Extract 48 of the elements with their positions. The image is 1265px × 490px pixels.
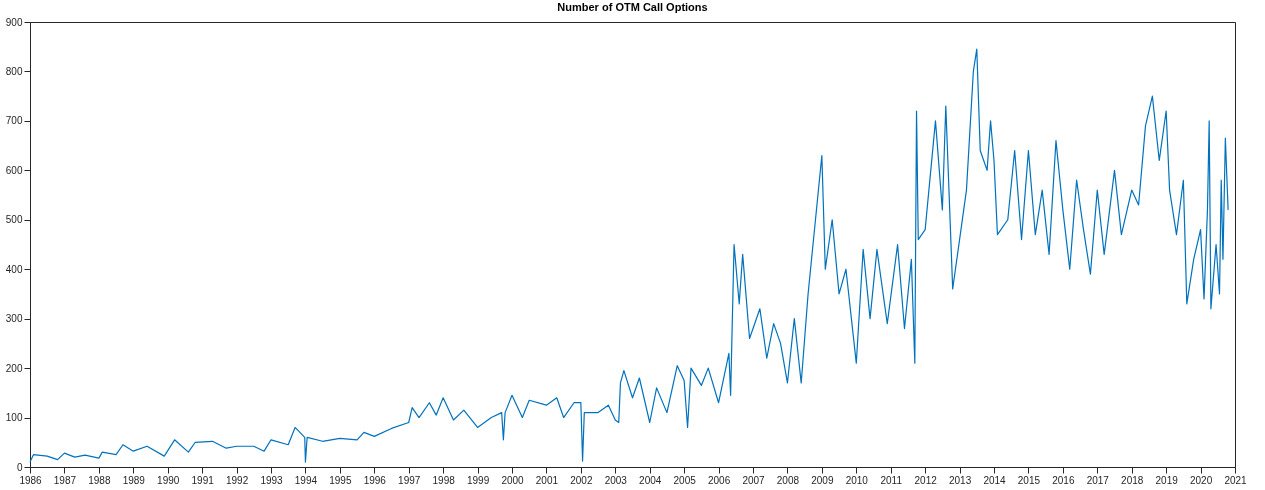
x-tick-label: 1997 [398,474,421,486]
x-tick-label: 2004 [639,474,662,486]
x-tick-label: 2008 [776,474,800,486]
x-tick-label: 1987 [53,474,77,486]
y-tick-label: 500 [5,214,23,226]
x-tick-label: 2002 [570,474,593,486]
x-tick-label: 2018 [1121,474,1144,486]
x-tick-label: 1986 [19,474,43,486]
chart-title: Number of OTM Call Options [557,1,708,13]
x-tick-label: 1999 [466,474,490,486]
x-tick-label: 2021 [1224,474,1248,486]
x-tick-label: 2009 [811,474,834,486]
x-tick-label: 2000 [501,474,525,486]
x-tick-label: 1990 [157,474,180,486]
y-tick-label: 900 [5,16,23,28]
x-tick-label: 1996 [363,474,387,486]
line-series [29,48,1229,463]
x-tick-label: 1989 [122,474,146,486]
x-tick-label: 1995 [329,474,352,486]
x-tick-label: 2011 [880,474,903,486]
x-tick-label: 1992 [225,474,249,486]
x-tick-label: 2006 [707,474,731,486]
x-tick-label: 2015 [1017,474,1041,486]
x-tick-label: 2003 [604,474,628,486]
x-tick-label: 2013 [948,474,972,486]
y-tick-label: 600 [5,164,23,176]
y-tick-label: 0 [16,461,23,473]
y-tick-label: 700 [5,115,23,127]
x-tick-label: 2005 [673,474,697,486]
x-tick-label: 1998 [432,474,456,486]
y-tick-label: 800 [5,65,23,77]
y-tick-label: 400 [5,263,23,275]
x-tick-label: 1993 [260,474,284,486]
x-tick-label: 2012 [914,474,938,486]
x-tick-label: 2014 [983,474,1007,486]
y-tick-label: 200 [5,362,23,374]
x-tick-label: 2010 [845,474,869,486]
y-tick-label: 300 [5,313,23,325]
y-tick-label: 100 [5,412,23,424]
x-tick-label: 2007 [742,474,766,486]
x-tick-label: 2019 [1155,474,1179,486]
x-tick-label: 2020 [1189,474,1213,486]
x-tick-label: 1994 [294,474,318,486]
x-tick-label: 1991 [191,474,215,486]
x-tick-label: 2016 [1052,474,1075,486]
x-tick-label: 2001 [535,474,559,486]
x-tick-label: 1988 [88,474,111,486]
x-tick-label: 2017 [1086,474,1110,486]
